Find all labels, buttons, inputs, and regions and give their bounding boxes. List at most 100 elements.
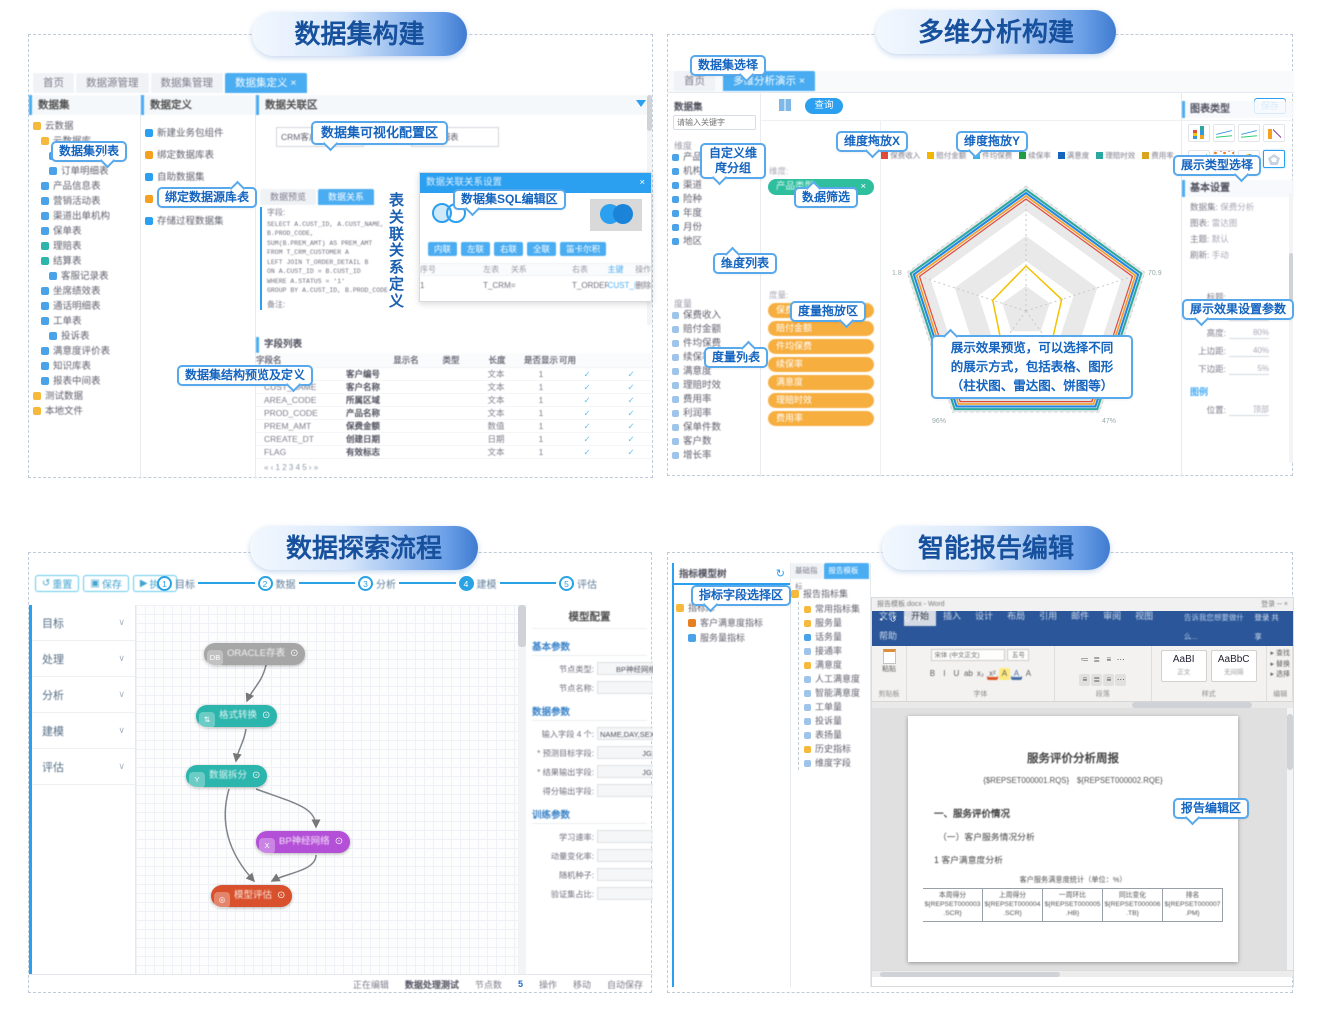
tree-item[interactable]: 人工满意度 bbox=[804, 672, 870, 686]
measure-item[interactable]: 理赔时效 bbox=[672, 379, 760, 393]
form-input[interactable]: 5% bbox=[1229, 363, 1269, 375]
tree-item[interactable]: 本地文件 bbox=[29, 404, 140, 419]
ribbon-tab[interactable]: 引用 bbox=[1039, 611, 1058, 621]
tree-item[interactable]: 指标库 bbox=[674, 601, 790, 616]
tree-item[interactable]: 客户满意度指标 bbox=[674, 616, 790, 631]
config-input[interactable]: BP神经网络 bbox=[597, 662, 653, 675]
font-style-icon[interactable]: A bbox=[1025, 669, 1032, 678]
tree-root[interactable]: 报告指标集 bbox=[791, 587, 870, 602]
font-style-icon[interactable]: A bbox=[998, 668, 1010, 680]
ribbon-tab[interactable]: 审阅 bbox=[1103, 611, 1122, 621]
step[interactable]: 4 建模 bbox=[458, 575, 497, 591]
ribbon-tab[interactable]: 开始 bbox=[904, 607, 937, 626]
measure-item[interactable]: 客户数 bbox=[672, 435, 760, 449]
ribbon-tab[interactable]: 视图 bbox=[1135, 611, 1154, 621]
flow-node-oracle[interactable]: DB ORACLE存表 ⊙ bbox=[204, 643, 306, 666]
editing-button[interactable]: ▸ 查找 bbox=[1270, 650, 1290, 657]
dialog-table-row[interactable]: 1 T_CRM_CUSTOMER= T_ORDER_DETAILCUST_ID删除 bbox=[420, 279, 651, 292]
toolbar-button[interactable]: ↺ 重置 bbox=[35, 575, 80, 592]
check-icon[interactable]: ✓ bbox=[583, 394, 591, 405]
style-card[interactable]: AaBI 正文 bbox=[1160, 650, 1207, 682]
dialog-title-bar[interactable]: 数据关联关系设置 × bbox=[420, 173, 651, 193]
ribbon-tab[interactable]: 布局 bbox=[1007, 611, 1026, 621]
measure-item[interactable]: 赔付金额 bbox=[672, 323, 760, 337]
legend-item[interactable]: 保费收入 bbox=[881, 150, 920, 161]
config-input[interactable] bbox=[597, 849, 653, 862]
scrollbar-vertical[interactable] bbox=[518, 605, 526, 974]
check-icon[interactable]: ✓ bbox=[583, 381, 591, 392]
config-input[interactable]: JG1 bbox=[597, 746, 653, 759]
measure-item[interactable]: 费用率 bbox=[672, 393, 760, 407]
tree-item[interactable]: 投诉表 bbox=[29, 329, 140, 344]
tree-item[interactable]: 满意度 bbox=[804, 658, 870, 672]
table-row[interactable]: FLAG 有效标志 文本 1 ✓ ✓ bbox=[256, 446, 652, 459]
join-type-button[interactable]: 内联 bbox=[428, 242, 458, 256]
tree-item[interactable]: 报表中间表 bbox=[29, 374, 140, 389]
check-icon[interactable]: ✓ bbox=[627, 420, 635, 431]
tab[interactable]: 数据集定义 × bbox=[225, 73, 307, 93]
setting-value[interactable]: 默认 bbox=[1211, 234, 1229, 244]
legend-item[interactable]: 理赔时效 bbox=[1096, 150, 1135, 161]
chart-type-thumbnail[interactable] bbox=[1263, 124, 1285, 142]
setting-value[interactable]: 保费分析 bbox=[1220, 202, 1255, 212]
setting-value[interactable]: 手动 bbox=[1211, 250, 1229, 260]
check-icon[interactable]: ✓ bbox=[627, 368, 635, 379]
scrollbar-horizontal-ribbon[interactable] bbox=[872, 702, 1293, 708]
tree-item[interactable]: 理赔表 bbox=[29, 239, 140, 254]
check-icon[interactable]: ✓ bbox=[583, 446, 591, 457]
tab[interactable]: 基础指标 bbox=[791, 563, 824, 591]
step[interactable]: 5 评估 bbox=[559, 575, 597, 591]
tree-item[interactable]: 服务量指标 bbox=[674, 631, 790, 646]
ribbon-tab[interactable]: 插入 bbox=[943, 611, 962, 621]
config-input[interactable] bbox=[597, 830, 653, 843]
status-move[interactable]: 移动 bbox=[572, 979, 591, 990]
toolbar-button[interactable]: ▣ 保存 bbox=[83, 575, 129, 592]
tree-item[interactable]: 服务量 bbox=[804, 616, 870, 630]
quick-access-icon[interactable]: ↺ bbox=[889, 614, 897, 624]
tree-item[interactable]: 接通率 bbox=[804, 644, 870, 658]
measure-item[interactable]: 续保率 bbox=[672, 351, 760, 365]
legend-item[interactable]: 续保率 bbox=[1019, 150, 1051, 161]
pagination[interactable]: « ‹ 1 2 3 4 5 › » bbox=[264, 463, 319, 472]
check-icon[interactable]: ✓ bbox=[627, 381, 635, 392]
paragraph-icon[interactable]: ≣ bbox=[1093, 655, 1101, 664]
tree-item[interactable]: 知识库表 bbox=[29, 359, 140, 374]
paragraph-icon[interactable]: ≡ bbox=[1103, 674, 1115, 686]
tree-item[interactable]: 智能满意度 bbox=[804, 686, 870, 700]
scrollbar-horizontal[interactable] bbox=[872, 970, 1293, 977]
flow-node-split[interactable]: Y 数据拆分 ⊙ bbox=[186, 765, 268, 788]
table-row[interactable]: PREM_AMT 保费金额 数值 1 ✓ ✓ bbox=[256, 420, 652, 433]
measure-item[interactable]: 增长率 bbox=[672, 449, 760, 463]
config-input[interactable] bbox=[597, 681, 653, 694]
font-style-icon[interactable]: B bbox=[929, 669, 936, 678]
share-button[interactable]: 登录 共享 bbox=[1254, 613, 1279, 641]
tree-item[interactable]: 常用指标集 bbox=[804, 602, 870, 616]
step[interactable]: 3 分析 bbox=[358, 575, 396, 591]
tree-item[interactable]: 测试数据 bbox=[29, 389, 140, 404]
table-row[interactable]: AREA_CODE 所属区域 文本 1 ✓ ✓ bbox=[256, 394, 652, 407]
window-controls[interactable]: 登录 ─ × bbox=[1261, 601, 1288, 608]
measure-item[interactable]: 利润率 bbox=[672, 407, 760, 421]
font-style-icon[interactable]: x² bbox=[987, 668, 998, 680]
measure-pill[interactable]: 续保率 bbox=[768, 357, 874, 372]
status-op[interactable]: 操作 bbox=[538, 979, 557, 990]
config-input[interactable] bbox=[597, 887, 653, 900]
tree-item[interactable]: 客服记录表 bbox=[29, 269, 140, 284]
chart-type-thumbnail[interactable] bbox=[1213, 124, 1235, 142]
tab[interactable]: 数据集管理 bbox=[150, 73, 223, 93]
dimension-item[interactable]: 渠道 bbox=[672, 179, 760, 193]
tree-item[interactable]: 渠道出单机构 bbox=[29, 209, 140, 224]
table-row[interactable]: CUST_NAME 客户名称 文本 1 ✓ ✓ bbox=[256, 381, 652, 394]
font-style-icon[interactable]: A bbox=[1011, 668, 1022, 680]
measure-pill[interactable]: 满意度 bbox=[768, 375, 874, 390]
ribbon-tab[interactable]: 文件 bbox=[879, 611, 898, 621]
font-name-select[interactable]: 宋体 (中文正文) bbox=[931, 649, 1006, 661]
check-icon[interactable]: ✓ bbox=[627, 407, 635, 418]
refresh-icon[interactable]: ↻ bbox=[775, 567, 785, 580]
legend-item[interactable]: 满意度 bbox=[1057, 150, 1089, 161]
tab[interactable]: 首页 bbox=[674, 71, 715, 91]
tree-item[interactable]: 表扬量 bbox=[804, 728, 870, 742]
editing-button[interactable]: ▸ 选择 bbox=[1270, 671, 1290, 678]
measure-pill[interactable]: 赔付金额 bbox=[768, 321, 874, 336]
tell-me-box[interactable]: 告诉我您想要做什么... bbox=[1183, 613, 1244, 641]
